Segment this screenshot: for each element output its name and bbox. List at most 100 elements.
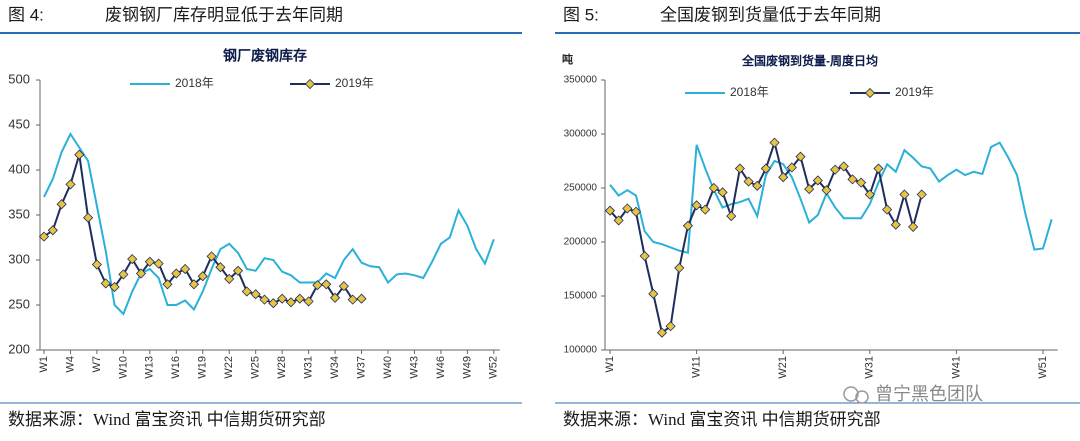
point [356, 293, 367, 304]
point [622, 203, 633, 214]
y-tick-label: 200000 [564, 237, 598, 248]
point [656, 327, 668, 338]
point [312, 280, 323, 291]
point [752, 180, 763, 191]
point [691, 200, 702, 211]
source: 数据来源：Wind 富宝资讯 中信期货研究部 [563, 410, 881, 429]
point [760, 163, 771, 174]
point [726, 211, 737, 222]
y-tick-label: 150000 [564, 291, 598, 302]
x-tick-label: W51 [1037, 356, 1049, 379]
x-tick-label: W46 [435, 356, 447, 379]
x-tick-label: W4 [64, 356, 76, 373]
point [206, 251, 217, 262]
legend-label: 2018年 [730, 85, 769, 99]
point [74, 149, 85, 160]
y-axis-label: 吨 [562, 52, 573, 66]
point [873, 163, 884, 174]
point [630, 206, 642, 217]
point [171, 268, 182, 279]
point [268, 298, 279, 309]
point [277, 293, 288, 304]
point [613, 215, 624, 226]
legend-marker [304, 78, 316, 90]
x-tick-label: W43 [408, 356, 420, 379]
point [215, 262, 226, 273]
point [303, 296, 314, 307]
point [908, 221, 919, 232]
figure-caption: 全国废钢到货量低于去年同期 [660, 5, 881, 24]
point [47, 225, 58, 236]
point [804, 184, 815, 195]
point [109, 281, 120, 293]
watermark-icon [843, 386, 869, 404]
chart-title: 钢厂废钢库存 [223, 48, 307, 64]
x-tick-label: W1 [38, 356, 50, 373]
point [899, 189, 910, 200]
point [135, 268, 147, 279]
x-tick-label: W7 [91, 356, 103, 373]
point [786, 162, 797, 173]
point [882, 204, 893, 215]
point [700, 204, 711, 215]
figure-number: 图 5: [563, 5, 599, 24]
x-tick-label: W21 [777, 356, 789, 379]
series-line [609, 141, 1053, 255]
point [864, 189, 875, 200]
point [56, 199, 67, 210]
point [734, 163, 745, 174]
point [604, 205, 616, 216]
x-tick-label: W28 [276, 356, 288, 379]
x-tick-label: W49 [461, 356, 473, 379]
point [847, 174, 858, 185]
point [241, 286, 252, 297]
x-tick-label: W16 [170, 356, 182, 379]
watermark: 曾宁黑色团队 [875, 384, 983, 404]
point [197, 271, 208, 282]
x-tick-label: W11 [691, 356, 703, 378]
point [118, 269, 129, 280]
point [795, 151, 806, 162]
y-tick-label: 250000 [564, 183, 598, 194]
point [38, 231, 50, 242]
figure-number: 图 4: [8, 5, 44, 24]
point [329, 292, 341, 303]
point [65, 179, 76, 190]
point [674, 262, 685, 273]
point [83, 212, 94, 223]
point [717, 187, 728, 198]
point [812, 175, 823, 186]
y-tick-label: 300000 [564, 129, 598, 140]
point [321, 279, 332, 290]
point [665, 321, 676, 332]
point [648, 288, 659, 299]
x-tick-label: W1 [604, 356, 616, 373]
point [838, 161, 849, 172]
figure-caption: 废钢钢厂库存明显低于去年同期 [105, 5, 343, 24]
x-tick-label: W41 [950, 356, 962, 379]
point [285, 297, 297, 308]
x-tick-label: W31 [303, 356, 315, 379]
point [338, 281, 349, 292]
legend-label: 2019年 [335, 76, 374, 90]
y-tick-label: 500 [8, 71, 30, 86]
point [100, 278, 111, 289]
point [144, 256, 155, 267]
legend-label: 2019年 [895, 85, 934, 99]
point [250, 289, 261, 300]
point [856, 177, 867, 188]
x-tick-label: W31 [864, 356, 876, 379]
point [743, 176, 754, 187]
point [821, 185, 832, 196]
point [91, 259, 102, 270]
point [259, 294, 270, 305]
point [916, 189, 927, 200]
y-tick-label: 100000 [564, 345, 598, 356]
point [127, 254, 138, 265]
point [682, 220, 694, 231]
y-tick-label: 250 [8, 296, 30, 311]
x-tick-label: W19 [197, 356, 209, 379]
point [232, 265, 244, 276]
